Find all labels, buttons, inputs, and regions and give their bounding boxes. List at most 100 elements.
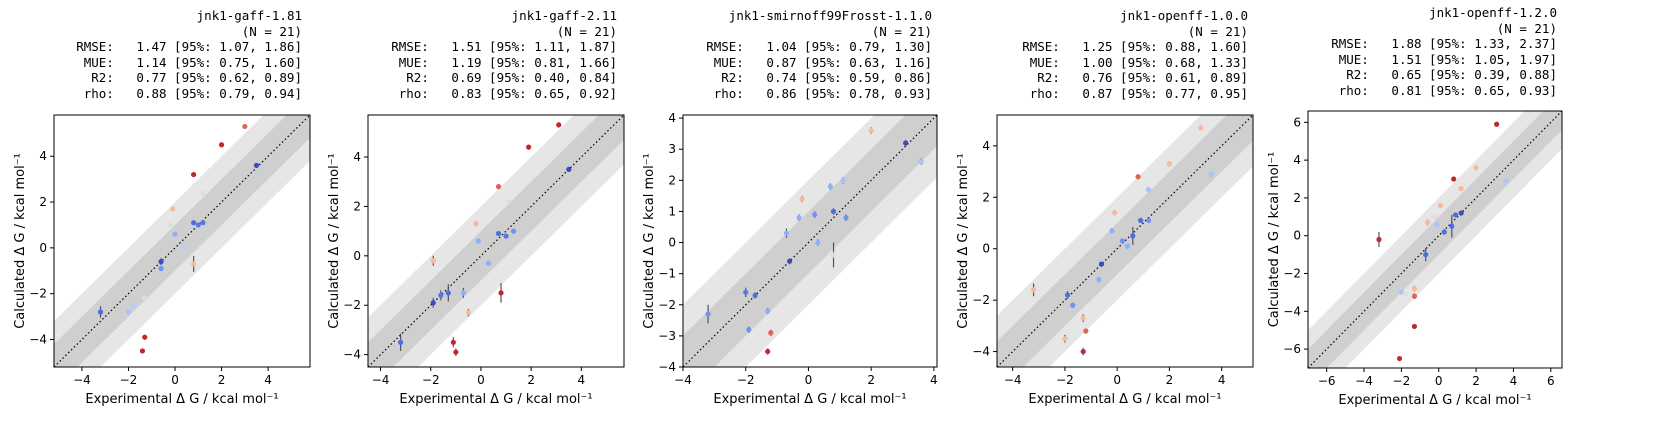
data-point xyxy=(242,123,248,130)
y-tick-label: 4 xyxy=(982,139,990,153)
data-point xyxy=(510,228,517,234)
stat-row: rho: 0.87 [95%: 0.77, 0.95] xyxy=(1022,86,1248,102)
stat-label: MUE: xyxy=(1029,54,1060,70)
panel-title: jnk1-openff-1.2.0 xyxy=(1429,5,1557,20)
data-point xyxy=(1451,176,1457,182)
error-band xyxy=(997,115,1253,367)
plot-frame xyxy=(682,114,938,368)
stat-row: MUE: 1.14 [95%: 0.75, 1.60] xyxy=(76,55,302,71)
stat-value: 1.51 [95%: 1.11, 1.87] xyxy=(451,39,617,55)
x-tick-label: 0 xyxy=(1435,374,1443,388)
data-point xyxy=(1083,328,1089,334)
sample-count: (N = 21) xyxy=(1187,23,1248,39)
stat-label: RMSE: xyxy=(76,39,114,55)
x-tick-label: 2 xyxy=(1472,374,1480,388)
y-axis-label: Calculated Δ G / kcal mol⁻¹ xyxy=(642,153,657,329)
data-point xyxy=(1411,293,1418,299)
x-tick-label: 2 xyxy=(527,373,535,387)
panel-title: jnk1-smirnoff99Frosst-1.1.0 xyxy=(728,8,932,23)
data-point xyxy=(125,309,132,315)
data-point xyxy=(1441,229,1447,235)
stat-label: R2: xyxy=(1346,67,1369,83)
data-point xyxy=(526,144,532,150)
y-tick-label: −3 xyxy=(658,329,676,343)
stat-label: R2: xyxy=(721,70,744,86)
sample-count: (N = 21) xyxy=(241,23,302,39)
stat-value: 1.00 [95%: 0.68, 1.33] xyxy=(1082,54,1248,70)
data-point xyxy=(1064,292,1071,298)
data-point xyxy=(918,159,924,165)
error-band xyxy=(683,115,937,367)
data-point xyxy=(495,184,502,190)
data-point xyxy=(556,122,562,128)
x-tick-label: −4 xyxy=(372,373,390,387)
x-tick-label: −2 xyxy=(422,373,440,387)
error-band xyxy=(368,115,624,367)
data-point xyxy=(253,162,260,168)
stat-value: 0.69 [95%: 0.40, 0.84] xyxy=(451,70,617,86)
data-point xyxy=(1198,125,1204,131)
data-point xyxy=(1423,252,1429,258)
data-point xyxy=(1458,185,1464,192)
data-point xyxy=(746,327,752,333)
x-tick-label: 0 xyxy=(1113,373,1121,387)
data-point xyxy=(179,242,185,249)
data-point xyxy=(743,289,749,295)
plot-frame xyxy=(53,114,311,368)
x-tick-label: 6 xyxy=(1547,374,1555,388)
x-tick-label: 0 xyxy=(805,373,813,387)
stat-row: R2: 0.65 [95%: 0.39, 0.88] xyxy=(1331,67,1557,83)
stat-value: 1.51 [95%: 1.05, 1.97] xyxy=(1391,51,1557,67)
stat-value: 0.83 [95%: 0.65, 0.92] xyxy=(451,85,617,101)
x-tick-label: 0 xyxy=(477,373,485,387)
x-tick-label: 0 xyxy=(171,373,179,387)
y-tick-label: −4 xyxy=(658,360,676,374)
stat-row: RMSE: 1.04 [95%: 0.79, 1.30] xyxy=(706,39,932,55)
stat-value: 0.87 [95%: 0.77, 0.95] xyxy=(1082,85,1248,101)
plot-frame xyxy=(1307,110,1563,369)
data-point xyxy=(218,142,225,148)
data-point xyxy=(1432,214,1438,220)
stats-block: jnk1-openff-1.2.0 (N = 21) RMSE: 1.88 [95%… xyxy=(1331,5,1557,99)
y-tick-label: −2 xyxy=(1283,267,1301,281)
stats-block: jnk1-smirnoff99Frosst-1.1.0 (N = 21) RMSE:… xyxy=(706,8,932,102)
data-point xyxy=(473,221,479,227)
stat-value: 1.19 [95%: 0.81, 1.66] xyxy=(451,54,617,70)
x-tick-label: −2 xyxy=(1393,374,1411,388)
y-axis-label: Calculated Δ G / kcal mol⁻¹ xyxy=(1267,152,1282,328)
data-point xyxy=(1135,174,1141,180)
y-tick-label: 0 xyxy=(39,241,47,255)
data-point xyxy=(1109,228,1115,234)
x-tick-label: −2 xyxy=(120,373,138,387)
sample-count: (N = 21) xyxy=(1496,20,1557,36)
stat-value: 1.04 [95%: 0.79, 1.30] xyxy=(766,39,932,55)
stat-label: MUE: xyxy=(398,54,429,70)
data-point xyxy=(158,265,164,272)
data-point xyxy=(1424,219,1431,226)
data-point xyxy=(1119,238,1125,244)
data-point xyxy=(398,339,404,345)
y-tick-label: 1 xyxy=(668,204,676,218)
y-tick-label: 4 xyxy=(39,149,47,163)
scatter-plot: −4 −2 0 2 4 −4 −2 0 2 4 Experimental Δ G / kcal mo… xyxy=(13,114,311,407)
sample-count: (N = 21) xyxy=(556,23,617,39)
stat-label: rho: xyxy=(1029,85,1060,101)
x-tick-label: −2 xyxy=(737,373,755,387)
data-point xyxy=(840,177,846,183)
scatter-plot: −6 −4 −2 0 2 4 6 −6 −4 −2 0 2 4 6 Experimental Δ G / k… xyxy=(1267,110,1563,408)
stat-row: MUE: 0.87 [95%: 0.63, 1.16] xyxy=(706,55,932,71)
x-tick-label: −4 xyxy=(73,373,91,387)
data-point xyxy=(868,127,874,134)
data-point xyxy=(1166,161,1173,167)
stat-value: 1.47 [95%: 1.07, 1.86] xyxy=(136,39,302,55)
sample-count: (N = 21) xyxy=(871,23,932,39)
x-tick-label: 4 xyxy=(1218,373,1226,387)
data-point xyxy=(200,190,206,196)
y-tick-label: 4 xyxy=(668,111,676,125)
y-tick-label: 2 xyxy=(353,199,361,213)
data-point xyxy=(1111,210,1118,216)
y-tick-label: 3 xyxy=(668,142,676,156)
stat-row: RMSE: 1.25 [95%: 0.88, 1.60] xyxy=(1022,39,1248,55)
data-point xyxy=(903,140,909,146)
y-tick-label: 4 xyxy=(1293,153,1301,167)
